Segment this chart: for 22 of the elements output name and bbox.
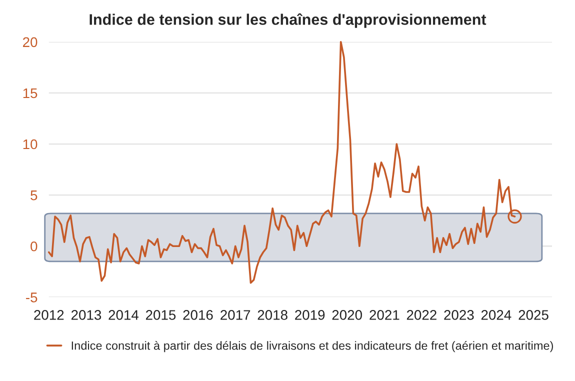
x-tick-label: 2014 xyxy=(108,310,139,320)
y-tick-label: 10 xyxy=(23,139,38,150)
x-tick-label: 2019 xyxy=(295,310,325,320)
x-tick-label: 2021 xyxy=(370,310,400,320)
x-tick-label: 2015 xyxy=(146,310,176,320)
x-tick-label: 2013 xyxy=(71,310,102,320)
legend-label: Indice construit à partir des délais de livraisons et des indicateurs de fret (aérien et maritime) xyxy=(72,340,553,352)
y-tick-label: 5 xyxy=(30,190,38,200)
y-tick-label: 15 xyxy=(23,88,38,98)
y-tick-label: 0 xyxy=(30,241,38,252)
x-tick-label: 2024 xyxy=(481,310,512,320)
x-tick-label: 2020 xyxy=(332,310,362,320)
x-tick-label: 2025 xyxy=(518,310,548,320)
y-tick-label: -5 xyxy=(26,292,38,302)
x-tick-label: 2022 xyxy=(406,310,436,320)
chart-title: Indice de tension sur les chaînes d'approvisionnement xyxy=(90,13,486,28)
x-tick-label: 2023 xyxy=(444,310,474,320)
x-tick-label: 2016 xyxy=(183,310,213,320)
y-tick-label: 20 xyxy=(23,37,38,48)
x-tick-label: 2012 xyxy=(34,310,64,320)
x-tick-label: 2017 xyxy=(220,310,250,320)
x-tick-label: 2018 xyxy=(258,310,288,320)
